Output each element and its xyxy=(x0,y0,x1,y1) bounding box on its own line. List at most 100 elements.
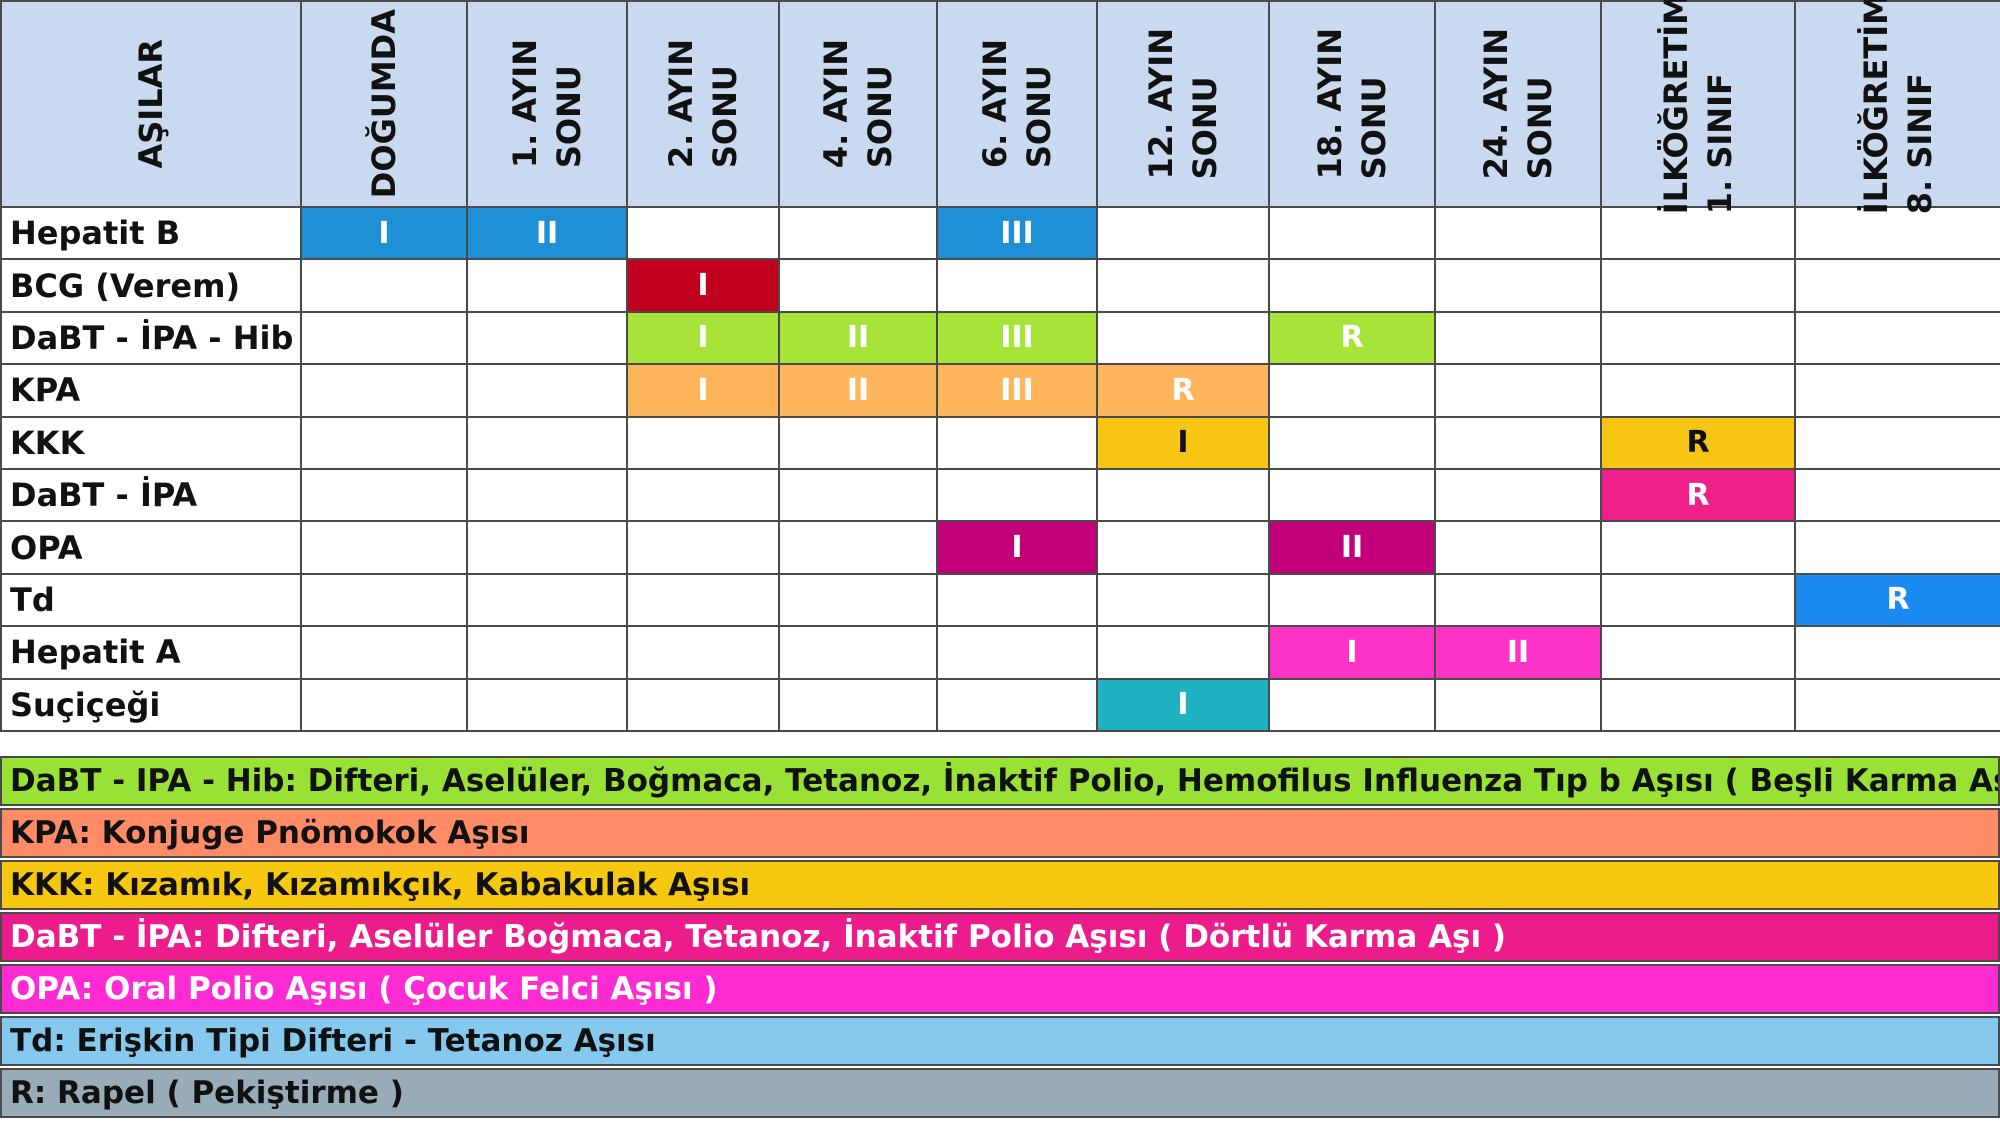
header-cell: 4. AYIN SONU xyxy=(778,0,938,208)
vaccine-name: DaBT - İPA xyxy=(0,467,302,523)
empty-cell xyxy=(300,310,468,366)
schedule-body: Hepatit B I II III BCG (Verem) I DaBT - İPA - … xyxy=(0,205,2000,733)
empty-cell xyxy=(1794,258,2000,313)
dose-cell: R xyxy=(1600,467,1796,523)
empty-cell xyxy=(1268,467,1436,523)
empty-cell xyxy=(1794,625,2000,680)
vaccine-name: KKK xyxy=(0,415,302,470)
dose-cell: I xyxy=(300,205,468,261)
empty-cell xyxy=(1096,205,1270,261)
header-vaccines-label: AŞILAR xyxy=(132,39,170,169)
empty-cell xyxy=(778,572,938,628)
legend-item: KKK: Kızamık, Kızamıkçık, Kabakulak Aşıs… xyxy=(0,860,2000,910)
dose-cell: III xyxy=(936,310,1098,366)
empty-cell xyxy=(1600,205,1796,261)
empty-cell xyxy=(300,258,468,313)
vaccination-schedule-table: AŞILAR DOĞUMDA 1. AYIN SONU 2. AYIN SONU… xyxy=(0,0,2000,733)
vaccine-name: Hepatit A xyxy=(0,625,302,680)
header-cell: DOĞUMDA xyxy=(300,0,468,208)
legend-spacer xyxy=(0,732,2000,756)
dose-cell: I xyxy=(626,258,780,313)
header-label: İLKÖĞRETİM 8. SINIF xyxy=(1857,0,1939,215)
empty-cell xyxy=(626,520,780,575)
empty-cell xyxy=(1096,625,1270,680)
legend-item: KPA: Konjuge Pnömokok Aşısı xyxy=(0,808,2000,858)
dose-cell: I xyxy=(626,310,780,366)
legend-item: DaBT - IPA - Hib: Difteri, Aselüler, Boğ… xyxy=(0,756,2000,806)
vaccine-name: Hepatit B xyxy=(0,205,302,261)
header-label: 18. AYIN SONU xyxy=(1311,28,1393,180)
empty-cell xyxy=(1434,258,1602,313)
vaccine-name: KPA xyxy=(0,363,302,418)
empty-cell xyxy=(466,415,628,470)
empty-cell xyxy=(626,625,780,680)
empty-cell xyxy=(1600,625,1796,680)
empty-cell xyxy=(1600,677,1796,733)
dose-cell: R xyxy=(1096,363,1270,418)
legend-item: DaBT - İPA: Difteri, Aselüler Boğmaca, T… xyxy=(0,912,2000,962)
empty-cell xyxy=(1600,363,1796,418)
empty-cell xyxy=(300,520,468,575)
empty-cell xyxy=(466,572,628,628)
empty-cell xyxy=(778,467,938,523)
dose-cell: II xyxy=(1268,520,1436,575)
header-label: DOĞUMDA xyxy=(365,9,403,199)
empty-cell xyxy=(466,310,628,366)
empty-cell xyxy=(1096,520,1270,575)
table-row: KPA I II III R xyxy=(0,363,2000,418)
dose-cell: II xyxy=(466,205,628,261)
empty-cell xyxy=(300,363,468,418)
empty-cell xyxy=(1434,520,1602,575)
empty-cell xyxy=(778,677,938,733)
empty-cell xyxy=(1794,677,2000,733)
empty-cell xyxy=(1268,205,1436,261)
empty-cell xyxy=(1794,310,2000,366)
dose-cell: R xyxy=(1268,310,1436,366)
empty-cell xyxy=(1794,467,2000,523)
dose-cell: III xyxy=(936,363,1098,418)
header-cell: İLKÖĞRETİM 1. SINIF xyxy=(1600,0,1796,215)
legend-item: R: Rapel ( Pekiştirme ) xyxy=(0,1068,2000,1118)
empty-cell xyxy=(626,677,780,733)
empty-cell xyxy=(1434,467,1602,523)
legend-item: OPA: Oral Polio Aşısı ( Çocuk Felci Aşıs… xyxy=(0,964,2000,1014)
empty-cell xyxy=(300,467,468,523)
empty-cell xyxy=(778,520,938,575)
empty-cell xyxy=(1794,520,2000,575)
empty-cell xyxy=(936,415,1098,470)
empty-cell xyxy=(1268,572,1436,628)
empty-cell xyxy=(778,205,938,261)
table-row: Hepatit B I II III xyxy=(0,205,2000,261)
empty-cell xyxy=(936,467,1098,523)
empty-cell xyxy=(300,572,468,628)
dose-cell: I xyxy=(626,363,780,418)
header-label: 12. AYIN SONU xyxy=(1142,28,1224,180)
legend-item: Td: Erişkin Tipi Difteri - Tetanoz Aşısı xyxy=(0,1016,2000,1066)
dose-cell: I xyxy=(936,520,1098,575)
header-cell: 18. AYIN SONU xyxy=(1268,0,1436,208)
table-row: Suçiçeği I xyxy=(0,677,2000,733)
header-cell: 2. AYIN SONU xyxy=(626,0,780,208)
header-cell-vaccines: AŞILAR xyxy=(0,0,302,208)
empty-cell xyxy=(1434,363,1602,418)
empty-cell xyxy=(778,415,938,470)
table-row: Hepatit A I II xyxy=(0,625,2000,680)
dose-cell: III xyxy=(936,205,1098,261)
empty-cell xyxy=(1434,415,1602,470)
empty-cell xyxy=(1600,520,1796,575)
empty-cell xyxy=(936,625,1098,680)
empty-cell xyxy=(1600,258,1796,313)
empty-cell xyxy=(936,677,1098,733)
header-row: AŞILAR DOĞUMDA 1. AYIN SONU 2. AYIN SONU… xyxy=(0,0,2000,215)
empty-cell xyxy=(466,677,628,733)
vaccine-name: Suçiçeği xyxy=(0,677,302,733)
table-row: OPA I II xyxy=(0,520,2000,575)
empty-cell xyxy=(466,363,628,418)
empty-cell xyxy=(1268,258,1436,313)
header-label: İLKÖĞRETİM 1. SINIF xyxy=(1657,0,1739,215)
dose-cell: R xyxy=(1600,415,1796,470)
table-row: Td R xyxy=(0,572,2000,628)
header-cell: 12. AYIN SONU xyxy=(1096,0,1270,208)
table-row: KKK I R xyxy=(0,415,2000,470)
